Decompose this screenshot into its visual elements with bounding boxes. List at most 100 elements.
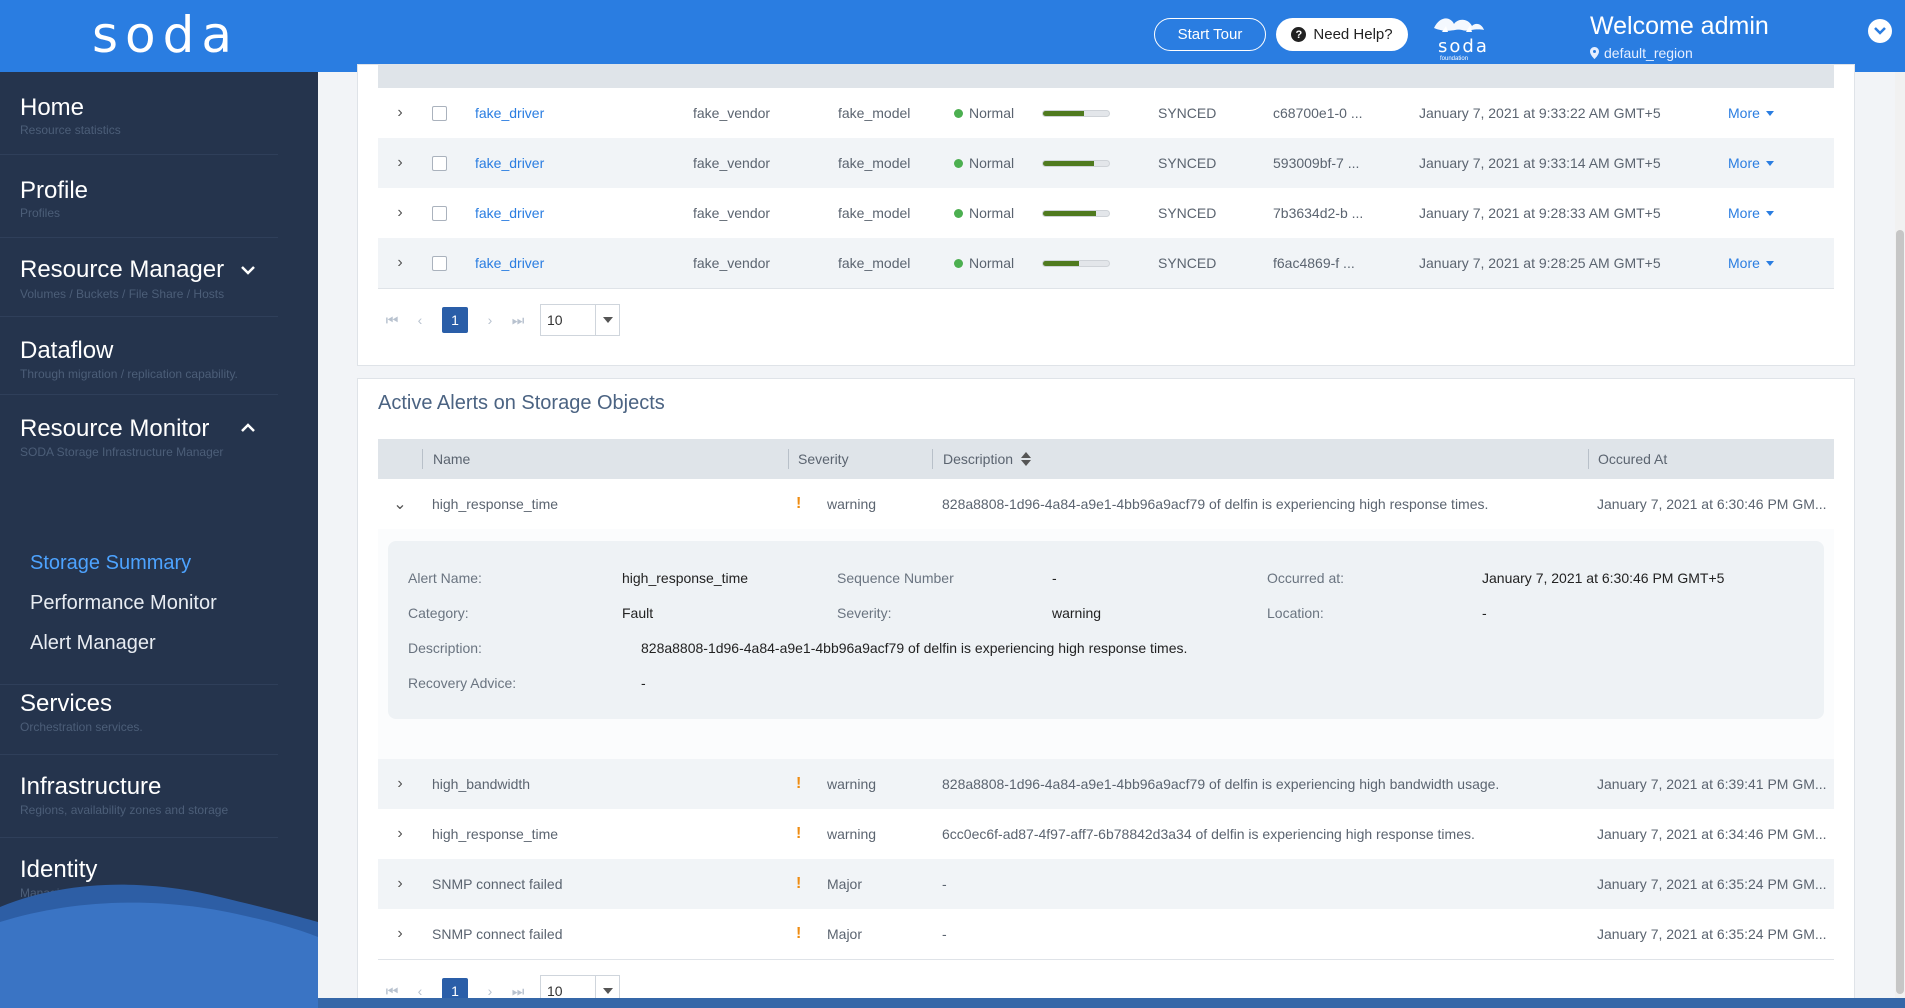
alert-severity-cell: warning — [827, 826, 877, 842]
chevron-right-icon[interactable]: › — [397, 104, 403, 121]
chevron-right-icon[interactable]: › — [397, 875, 403, 892]
location-pin-icon — [1590, 47, 1599, 59]
next-page-icon[interactable]: › — [487, 312, 493, 328]
detail-occurred-value: January 7, 2021 at 6:30:46 PM GMT+5 — [1482, 570, 1725, 586]
storage-id-cell: f6ac4869-f ... — [1273, 255, 1355, 271]
status-dot-icon — [954, 158, 963, 168]
soda-foundation-logo: soda foundation — [1428, 8, 1488, 64]
row-checkbox[interactable] — [432, 155, 447, 171]
table-row[interactable]: › fake_driver fake_vendor fake_model Nor… — [378, 88, 1834, 138]
column-header-occurred-at[interactable]: Occured At — [1598, 451, 1668, 467]
alerts-table-header: Name Severity Description Occured At — [378, 439, 1834, 479]
first-page-icon[interactable]: ⏮ — [385, 982, 399, 999]
status-cell: Normal — [954, 138, 1014, 188]
top-header: soda Start Tour ? Need Help? soda founda… — [0, 0, 1905, 72]
detail-severity-value: warning — [1052, 605, 1102, 621]
detail-occurred-label: Occurred at: — [1267, 570, 1345, 586]
scrollbar-thumb[interactable] — [1896, 230, 1904, 994]
alerts-section-title: Active Alerts on Storage Objects — [378, 392, 665, 414]
storage-name-link[interactable]: fake_driver — [475, 205, 545, 221]
sidebar-item-home[interactable]: Home Resource statistics — [0, 72, 278, 155]
row-checkbox[interactable] — [432, 205, 447, 221]
row-checkbox[interactable] — [432, 255, 447, 271]
table-row[interactable]: › fake_driver fake_vendor fake_model Nor… — [378, 138, 1834, 188]
chevron-right-icon[interactable]: › — [397, 825, 403, 842]
row-checkbox[interactable] — [432, 105, 447, 121]
sort-icon[interactable] — [1021, 452, 1032, 466]
sidebar-subitem-performance-monitor[interactable]: Performance Monitor — [30, 592, 217, 614]
sidebar-item-resource-manager[interactable]: Resource Manager Volumes / Buckets / Fil… — [0, 238, 278, 317]
alert-row[interactable]: › high_bandwidth ! warning 828a8808-1d96… — [378, 759, 1834, 809]
capacity-fill — [1043, 110, 1084, 116]
sync-status-cell: SYNCED — [1158, 155, 1217, 171]
chevron-down-icon[interactable] — [238, 260, 258, 280]
chevron-right-icon[interactable]: › — [397, 254, 403, 271]
more-actions-button[interactable]: More — [1728, 255, 1774, 271]
column-header-severity[interactable]: Severity — [798, 451, 849, 467]
page-size-select[interactable]: 10 — [540, 304, 620, 336]
more-actions-button[interactable]: More — [1728, 105, 1774, 121]
more-actions-button[interactable]: More — [1728, 205, 1774, 221]
sidebar-item-services[interactable]: Services Orchestration services. — [0, 672, 278, 755]
page-size-value: 10 — [547, 312, 563, 328]
caret-down-icon — [1765, 260, 1774, 266]
column-header-description[interactable]: Description — [943, 439, 1032, 479]
alert-description-cell: 828a8808-1d96-4a84-a9e1-4bb96a9acf79 of … — [942, 496, 1489, 512]
chevron-right-icon[interactable]: › — [397, 775, 403, 792]
sync-status-cell: SYNCED — [1158, 255, 1217, 271]
alert-row[interactable]: › SNMP connect failed ! Major - January … — [378, 909, 1834, 959]
chevron-up-icon[interactable] — [238, 418, 258, 438]
need-help-button[interactable]: ? Need Help? — [1276, 18, 1408, 51]
region-indicator: default_region — [1590, 45, 1693, 61]
chevron-down-icon[interactable]: ⌄ — [393, 496, 407, 513]
alert-row-expanded[interactable]: ⌄ high_response_time ! warning 828a8808-… — [378, 479, 1834, 529]
vendor-cell: fake_vendor — [693, 155, 771, 171]
column-header-name[interactable]: Name — [433, 451, 471, 467]
sidebar-item-title: Identity — [20, 856, 98, 883]
table-row[interactable]: › fake_driver fake_vendor fake_model Nor… — [378, 238, 1834, 288]
storage-pagination: ⏮ ‹ 1 › ⏭ 10 — [382, 304, 620, 336]
sidebar-subitem-alert-manager[interactable]: Alert Manager — [30, 632, 156, 654]
capacity-bar — [1042, 238, 1110, 288]
alert-description-cell: 828a8808-1d96-4a84-a9e1-4bb96a9acf79 of … — [942, 776, 1500, 792]
vertical-scrollbar[interactable] — [1895, 72, 1905, 998]
detail-alert-name-label: Alert Name: — [408, 570, 482, 586]
sidebar-item-resource-monitor[interactable]: Resource Monitor SODA Storage Infrastruc… — [0, 395, 278, 685]
status-dot-icon — [954, 108, 963, 118]
alert-row[interactable]: › SNMP connect failed ! Major - January … — [378, 859, 1834, 909]
storage-name-link[interactable]: fake_driver — [475, 155, 545, 171]
user-menu-chevron-icon[interactable] — [1868, 19, 1892, 43]
page-size-value: 10 — [547, 983, 563, 999]
sidebar-item-subtitle: Resource statistics — [20, 123, 121, 137]
next-page-icon[interactable]: › — [487, 983, 493, 999]
detail-alert-name-value: high_response_time — [622, 570, 749, 586]
alert-row[interactable]: › high_response_time ! warning 6cc0ec6f-… — [378, 809, 1834, 859]
storage-name-link[interactable]: fake_driver — [475, 255, 545, 271]
sidebar-item-infrastructure[interactable]: Infrastructure Regions, availability zon… — [0, 755, 278, 838]
current-page-button[interactable]: 1 — [442, 307, 468, 333]
status-text: Normal — [969, 205, 1015, 221]
alert-severity-cell: Major — [827, 926, 863, 942]
caret-down-icon — [1765, 160, 1774, 166]
last-page-icon[interactable]: ⏭ — [511, 311, 525, 328]
prev-page-icon[interactable]: ‹ — [417, 312, 423, 328]
chevron-right-icon[interactable]: › — [397, 154, 403, 171]
chevron-right-icon[interactable]: › — [397, 204, 403, 221]
first-page-icon[interactable]: ⏮ — [385, 311, 399, 328]
status-cell: Normal — [954, 88, 1014, 138]
alert-name-cell: high_response_time — [432, 826, 559, 842]
table-row[interactable]: › fake_driver fake_vendor fake_model Nor… — [378, 188, 1834, 238]
prev-page-icon[interactable]: ‹ — [417, 983, 423, 999]
chevron-right-icon[interactable]: › — [397, 925, 403, 942]
more-actions-button[interactable]: More — [1728, 155, 1774, 171]
sidebar-subitem-storage-summary[interactable]: Storage Summary — [30, 552, 192, 574]
soda-logo[interactable]: soda — [92, 6, 240, 64]
sidebar-item-profile[interactable]: Profile Profiles — [0, 155, 278, 238]
sync-status-cell: SYNCED — [1158, 205, 1217, 221]
sidebar-item-dataflow[interactable]: Dataflow Through migration / replication… — [0, 317, 278, 395]
storage-name-link[interactable]: fake_driver — [475, 105, 545, 121]
last-page-icon[interactable]: ⏭ — [511, 982, 525, 999]
sidebar-item-subtitle: Through migration / replication capabili… — [20, 367, 238, 381]
alert-occurred-cell: January 7, 2021 at 6:39:41 PM GM... — [1597, 776, 1827, 792]
start-tour-button[interactable]: Start Tour — [1154, 18, 1266, 51]
